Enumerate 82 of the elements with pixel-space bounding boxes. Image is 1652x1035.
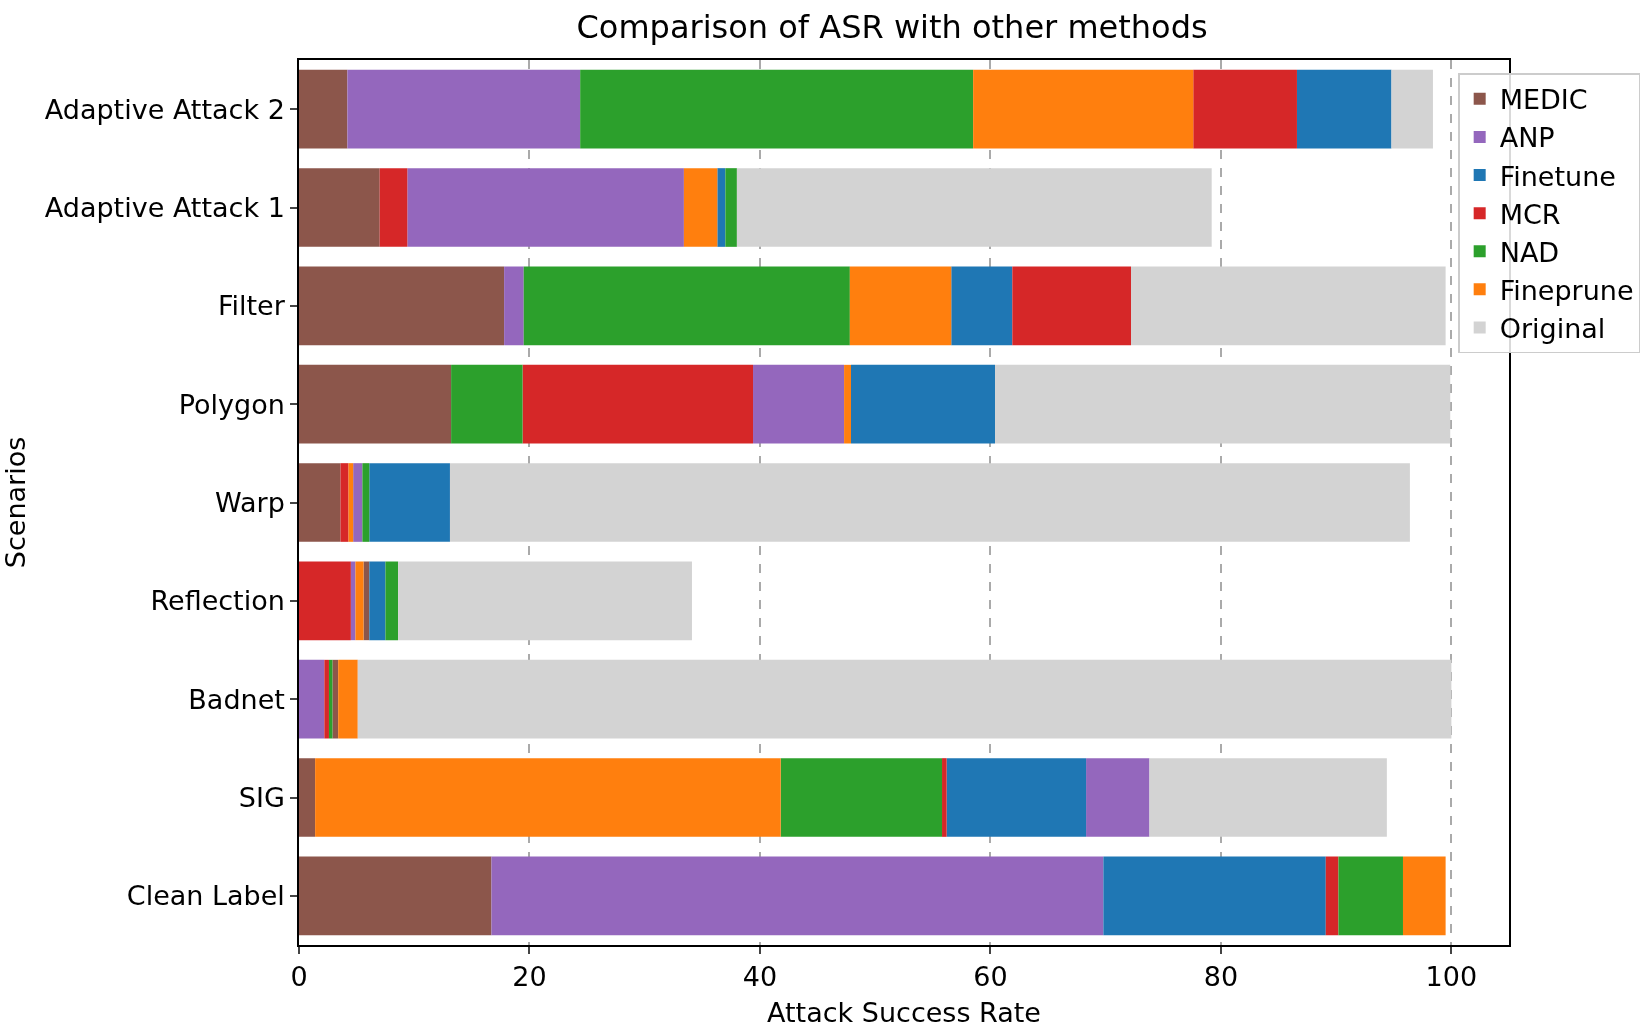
bar <box>299 856 492 936</box>
bar <box>449 463 1410 542</box>
bar <box>850 364 996 444</box>
bar <box>340 463 349 542</box>
y-axis-title: Scenarios <box>0 436 31 569</box>
legend-label: ANP <box>1499 122 1555 154</box>
bar <box>338 659 358 739</box>
bar <box>1012 266 1132 346</box>
bar <box>1086 758 1150 837</box>
bar <box>299 69 348 149</box>
bar <box>523 266 850 346</box>
bar <box>1325 856 1339 936</box>
bar <box>717 168 726 247</box>
bar <box>1402 856 1446 936</box>
bar <box>362 463 370 542</box>
bar <box>683 168 718 247</box>
bar <box>398 561 692 641</box>
bar <box>299 463 341 542</box>
bar <box>355 561 364 641</box>
x-tick-label: 100 <box>1425 961 1478 993</box>
x-axis-title: Attack Success Rate <box>767 997 1041 1029</box>
legend-label: Finetune <box>1499 160 1616 192</box>
y-tick-label: Warp <box>215 486 285 518</box>
bar <box>1131 266 1446 346</box>
legend-label: NAD <box>1499 236 1560 268</box>
x-tick-label: 0 <box>290 961 308 993</box>
bar <box>299 266 505 346</box>
bar <box>299 364 452 444</box>
bar <box>369 561 386 641</box>
bar <box>1149 758 1387 837</box>
bar <box>753 364 845 444</box>
bar <box>725 168 737 247</box>
x-tick-label: 20 <box>512 961 547 993</box>
bar <box>522 364 754 444</box>
bar <box>347 69 581 149</box>
y-tick-label: Polygon <box>178 388 285 420</box>
bar <box>1391 69 1433 149</box>
bar <box>844 364 851 444</box>
bar <box>299 659 325 739</box>
x-tick-label: 60 <box>973 961 1008 993</box>
legend-label: Fineprune <box>1499 274 1634 306</box>
bar <box>1103 856 1326 936</box>
bar <box>973 69 1194 149</box>
y-tick-label: Filter <box>217 290 286 322</box>
bar <box>942 758 947 837</box>
bar <box>951 266 1013 346</box>
bar <box>299 758 316 837</box>
bar <box>491 856 1104 936</box>
chart-title: Comparison of ASR with other methods <box>576 7 1208 46</box>
bar <box>324 659 329 739</box>
x-tick-label: 40 <box>742 961 778 993</box>
bar <box>1193 69 1297 149</box>
bar <box>385 561 399 641</box>
bar <box>299 561 351 641</box>
bar <box>849 266 952 346</box>
x-tick-label: 80 <box>1203 961 1239 993</box>
bar <box>780 758 943 837</box>
bar <box>299 168 380 247</box>
bar <box>580 69 974 149</box>
y-tick-label: Reflection <box>150 585 285 617</box>
legend-label: MEDIC <box>1499 84 1588 116</box>
bar <box>451 364 523 444</box>
legend-label: Original <box>1499 312 1606 344</box>
y-tick-label: Adaptive Attack 1 <box>44 191 285 223</box>
bar <box>1338 856 1403 936</box>
bar <box>504 266 524 346</box>
bar <box>1296 69 1392 149</box>
bar <box>369 463 450 542</box>
y-tick-label: Badnet <box>188 683 285 715</box>
bar <box>332 659 339 739</box>
y-tick-label: Adaptive Attack 2 <box>44 93 285 125</box>
legend-label: MCR <box>1499 198 1561 230</box>
bar <box>379 168 408 247</box>
y-tick-label: SIG <box>238 781 285 813</box>
bar <box>357 659 1452 739</box>
y-tick-label: Clean Label <box>126 880 285 912</box>
bar <box>407 168 684 247</box>
bar <box>995 364 1451 444</box>
bar <box>946 758 1087 837</box>
bar <box>736 168 1212 247</box>
bar <box>353 463 363 542</box>
bar <box>315 758 781 837</box>
